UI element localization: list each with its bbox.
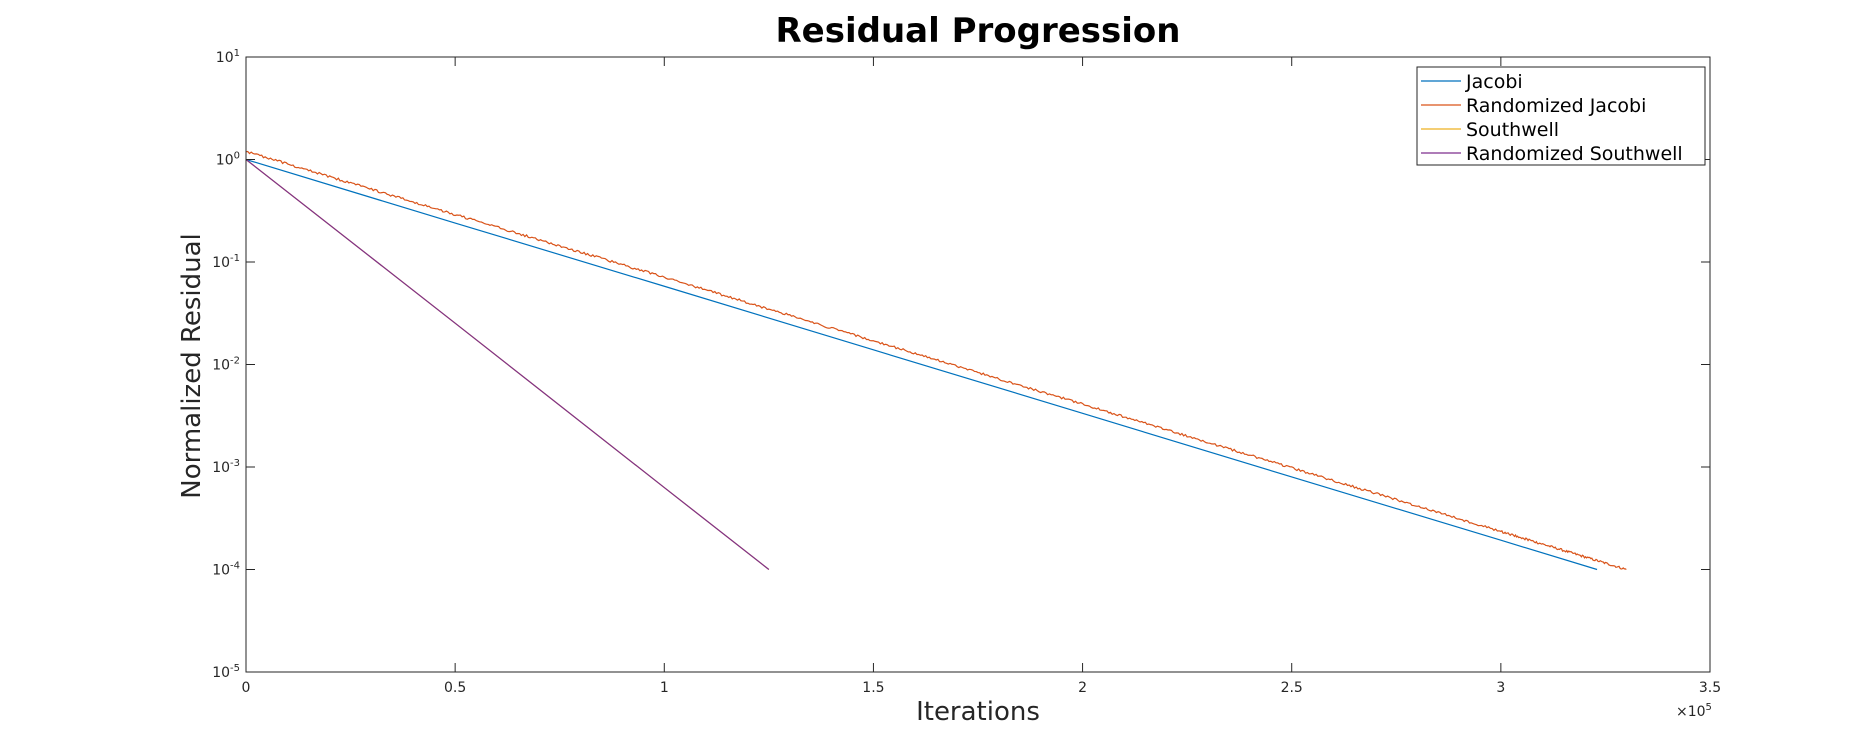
x-tick-label: 1.5 xyxy=(862,680,884,696)
y-axis-label: Normalized Residual xyxy=(177,233,207,499)
x-tick-label: 0.5 xyxy=(444,680,466,696)
y-tick-base: 10 xyxy=(212,255,230,271)
y-tick-base: 10 xyxy=(212,563,230,579)
series-line-jacobi xyxy=(245,158,1598,571)
y-tick-exponent: -3 xyxy=(230,458,240,469)
y-tick-label: 100 xyxy=(216,151,240,169)
y-tick-exponent: 1 xyxy=(234,48,240,59)
y-tick-exponent: -1 xyxy=(230,253,240,264)
legend-label: Southwell xyxy=(1466,119,1559,141)
y-tick-base: 10 xyxy=(216,153,234,169)
y-tick-label: 101 xyxy=(216,48,240,66)
x-axis-label: Iterations xyxy=(916,697,1040,727)
series-layer xyxy=(245,150,1627,571)
x-multiplier-exponent: 5 xyxy=(1706,702,1712,713)
series-line-randomized-southwell xyxy=(245,159,770,570)
x-tick-label: 2.5 xyxy=(1281,680,1303,696)
x-tick-label: 3.5 xyxy=(1699,680,1721,696)
y-tick-label: 10-4 xyxy=(212,561,240,579)
y-tick-label: 10-5 xyxy=(212,663,240,681)
y-tick-exponent: -4 xyxy=(230,561,240,572)
x-tick-label: 0 xyxy=(242,680,251,696)
legend-label: Randomized Southwell xyxy=(1466,143,1683,165)
x-multiplier-label: ×105 xyxy=(1676,702,1712,720)
y-tick-exponent: -2 xyxy=(230,356,240,367)
y-tick-exponent: 0 xyxy=(234,151,240,162)
y-tick-exponent: -5 xyxy=(230,663,240,674)
x-tick-label: 1 xyxy=(660,680,669,696)
x-multiplier-base: ×10 xyxy=(1676,704,1706,720)
legend-label: Randomized Jacobi xyxy=(1466,95,1646,117)
y-tick-base: 10 xyxy=(212,460,230,476)
series-line-randomized-jacobi xyxy=(245,150,1627,571)
chart-title: Residual Progression xyxy=(775,11,1180,51)
axes-layer: 0 0.5 1 1.5 2 2.5 3 3.510110010-110-210-310-410… xyxy=(212,48,1721,696)
y-tick-label: 10-3 xyxy=(212,458,240,476)
y-tick-base: 10 xyxy=(216,50,234,66)
legend-label: Jacobi xyxy=(1465,71,1523,93)
y-tick-label: 10-2 xyxy=(212,356,240,374)
x-tick-label: 2 xyxy=(1078,680,1087,696)
x-tick-label: 3 xyxy=(1496,680,1505,696)
y-tick-label: 10-1 xyxy=(212,253,240,271)
y-tick-base: 10 xyxy=(212,665,230,681)
legend-box xyxy=(1416,66,1706,166)
y-tick-base: 10 xyxy=(212,358,230,374)
